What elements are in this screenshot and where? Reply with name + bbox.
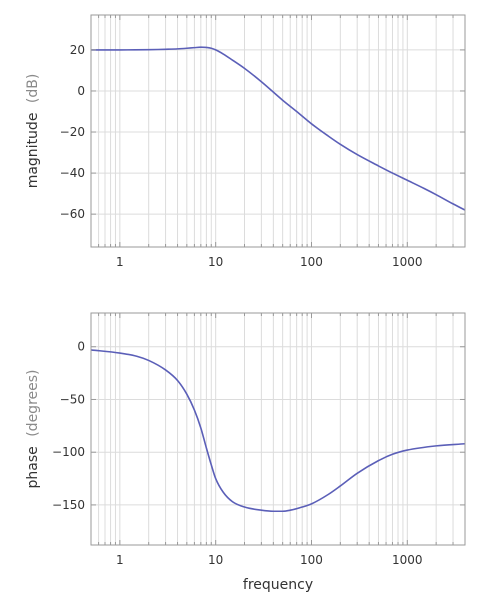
phase-y-axis-label: phase (degrees) [25,370,41,489]
magnitude-curve [90,46,466,211]
magnitude-plot-frame [90,14,466,248]
phase-panel: 0 −50 −100 −150 1 10 100 1000 phase (degrees) f… [25,312,466,593]
phase-y-tick-label: −50 [60,392,85,406]
magnitude-y-axis-name: magnitude [25,113,41,189]
magnitude-y-tick-label: 0 [77,84,85,98]
magnitude-y-tick-label: −20 [60,125,85,139]
phase-y-axis-unit: (degrees) [25,370,41,437]
phase-y-axis-name: phase [25,446,41,488]
phase-x-axis-label: frequency [243,577,313,593]
phase-x-tick-label: 1 [116,553,124,567]
phase-y-tick-label: −150 [52,498,85,512]
magnitude-x-tick-label: 1000 [392,255,423,269]
magnitude-y-axis-label: magnitude (dB) [25,74,41,189]
phase-y-tick-label: 0 [77,340,85,354]
phase-curve [90,349,466,513]
magnitude-x-tick-label: 100 [300,255,323,269]
magnitude-panel: 20 0 −20 −40 −60 1 10 100 1000 magnitude (dB) [25,14,466,269]
phase-x-tick-label: 100 [300,553,323,567]
phase-plot-frame [90,312,466,546]
magnitude-x-tick-label: 10 [208,255,223,269]
phase-x-tick-label: 10 [208,553,223,567]
magnitude-y-tick-label: 20 [70,43,85,57]
magnitude-x-tick-label: 1 [116,255,124,269]
magnitude-y-tick-label: −60 [60,207,85,221]
magnitude-y-tick-label: −40 [60,166,85,180]
phase-y-tick-label: −100 [52,445,85,459]
phase-x-tick-label: 1000 [392,553,423,567]
magnitude-y-axis-unit: (dB) [25,74,41,103]
